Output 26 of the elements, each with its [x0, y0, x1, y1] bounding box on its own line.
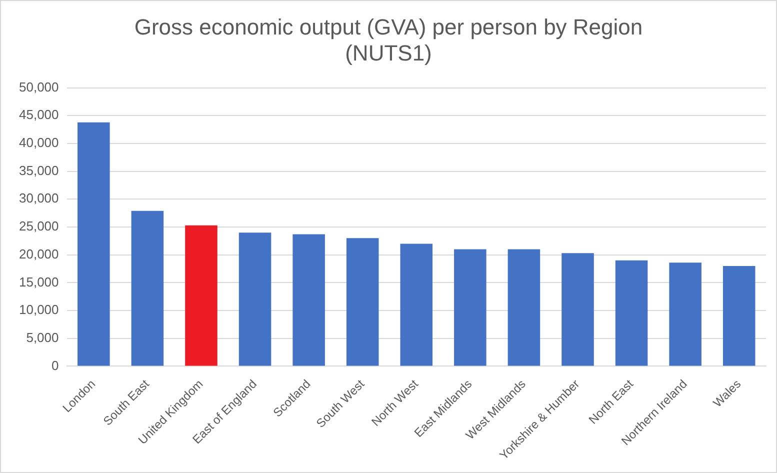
y-tick-label: 45,000: [18, 107, 59, 122]
y-tick-label: 15,000: [18, 274, 59, 290]
bar: [562, 253, 594, 366]
bar: [78, 122, 110, 366]
text: (NUTS1): [345, 40, 432, 66]
bar: [238, 232, 272, 366]
y-tick-label: 20,000: [18, 246, 59, 262]
bar: [400, 244, 433, 366]
y-tick-label: 30,000: [18, 190, 59, 206]
bar: [346, 238, 379, 366]
bar: [131, 210, 164, 366]
text: Gross economic output (GVA) per person by Region: [134, 14, 643, 40]
y-tick-label: 40,000: [18, 135, 59, 150]
y-tick-label: 10,000: [18, 302, 59, 318]
bar: [508, 249, 540, 366]
bar: [292, 234, 325, 366]
bar: [185, 225, 218, 366]
y-tick-label: 35,000: [18, 162, 59, 178]
y-tick-label: 25,000: [18, 218, 59, 234]
y-tick-label: 50,000: [18, 79, 59, 94]
bar: [615, 260, 648, 366]
y-tick-label: 0: [52, 358, 59, 373]
bar: [669, 262, 702, 366]
bar: [722, 266, 756, 366]
bar: [454, 249, 486, 366]
y-tick-label: 5,000: [26, 330, 59, 345]
